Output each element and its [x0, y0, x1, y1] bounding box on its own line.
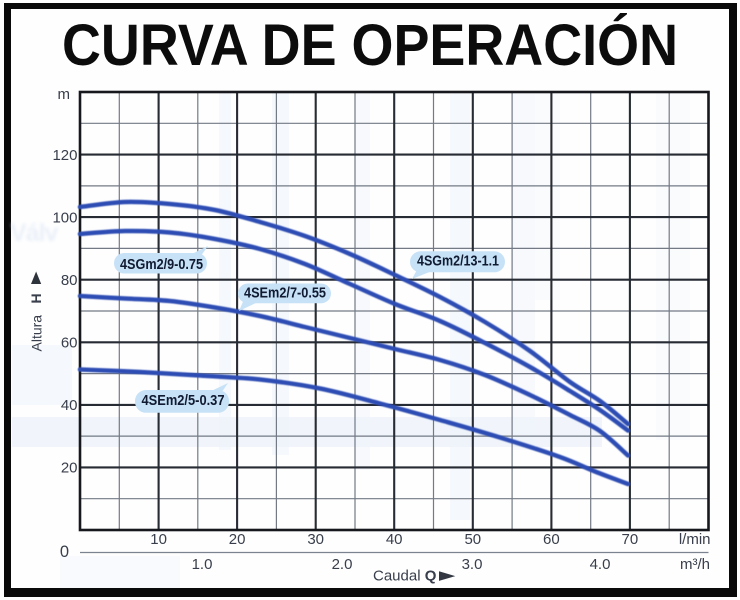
svg-text:l/min: l/min — [679, 531, 711, 548]
svg-text:Altura: Altura — [29, 315, 45, 352]
svg-text:20: 20 — [61, 460, 78, 477]
svg-text:50: 50 — [464, 531, 481, 548]
svg-text:40: 40 — [61, 397, 78, 414]
svg-text:m³/h: m³/h — [680, 556, 710, 573]
svg-text:Válv: Válv — [10, 219, 59, 247]
svg-text:m: m — [58, 86, 71, 103]
svg-text:10: 10 — [150, 531, 167, 548]
svg-text:Caudal Q: Caudal Q — [373, 568, 437, 585]
svg-text:3.0: 3.0 — [462, 556, 483, 573]
svg-text:4SEm2/5-0.37: 4SEm2/5-0.37 — [142, 393, 225, 409]
svg-text:0: 0 — [60, 543, 69, 561]
svg-text:4SEm2/7-0.55: 4SEm2/7-0.55 — [244, 285, 326, 301]
svg-text:120: 120 — [52, 147, 77, 164]
svg-text:1.0: 1.0 — [192, 556, 213, 573]
svg-text:60: 60 — [543, 531, 560, 548]
svg-text:20: 20 — [229, 531, 246, 548]
svg-text:CURVA DE OPERACIÓN: CURVA DE OPERACIÓN — [62, 13, 678, 78]
svg-text:4SGm2/13-1.1: 4SGm2/13-1.1 — [417, 254, 499, 270]
svg-text:70: 70 — [622, 531, 639, 548]
svg-text:80: 80 — [61, 272, 78, 289]
svg-text:100: 100 — [52, 209, 77, 226]
svg-text:60: 60 — [61, 335, 78, 352]
svg-text:2.0: 2.0 — [332, 556, 353, 573]
svg-text:30: 30 — [307, 531, 324, 548]
svg-text:40: 40 — [386, 531, 403, 548]
svg-text:4SGm2/9-0.75: 4SGm2/9-0.75 — [120, 257, 203, 273]
svg-text:H: H — [28, 293, 44, 303]
svg-text:4.0: 4.0 — [590, 556, 611, 573]
